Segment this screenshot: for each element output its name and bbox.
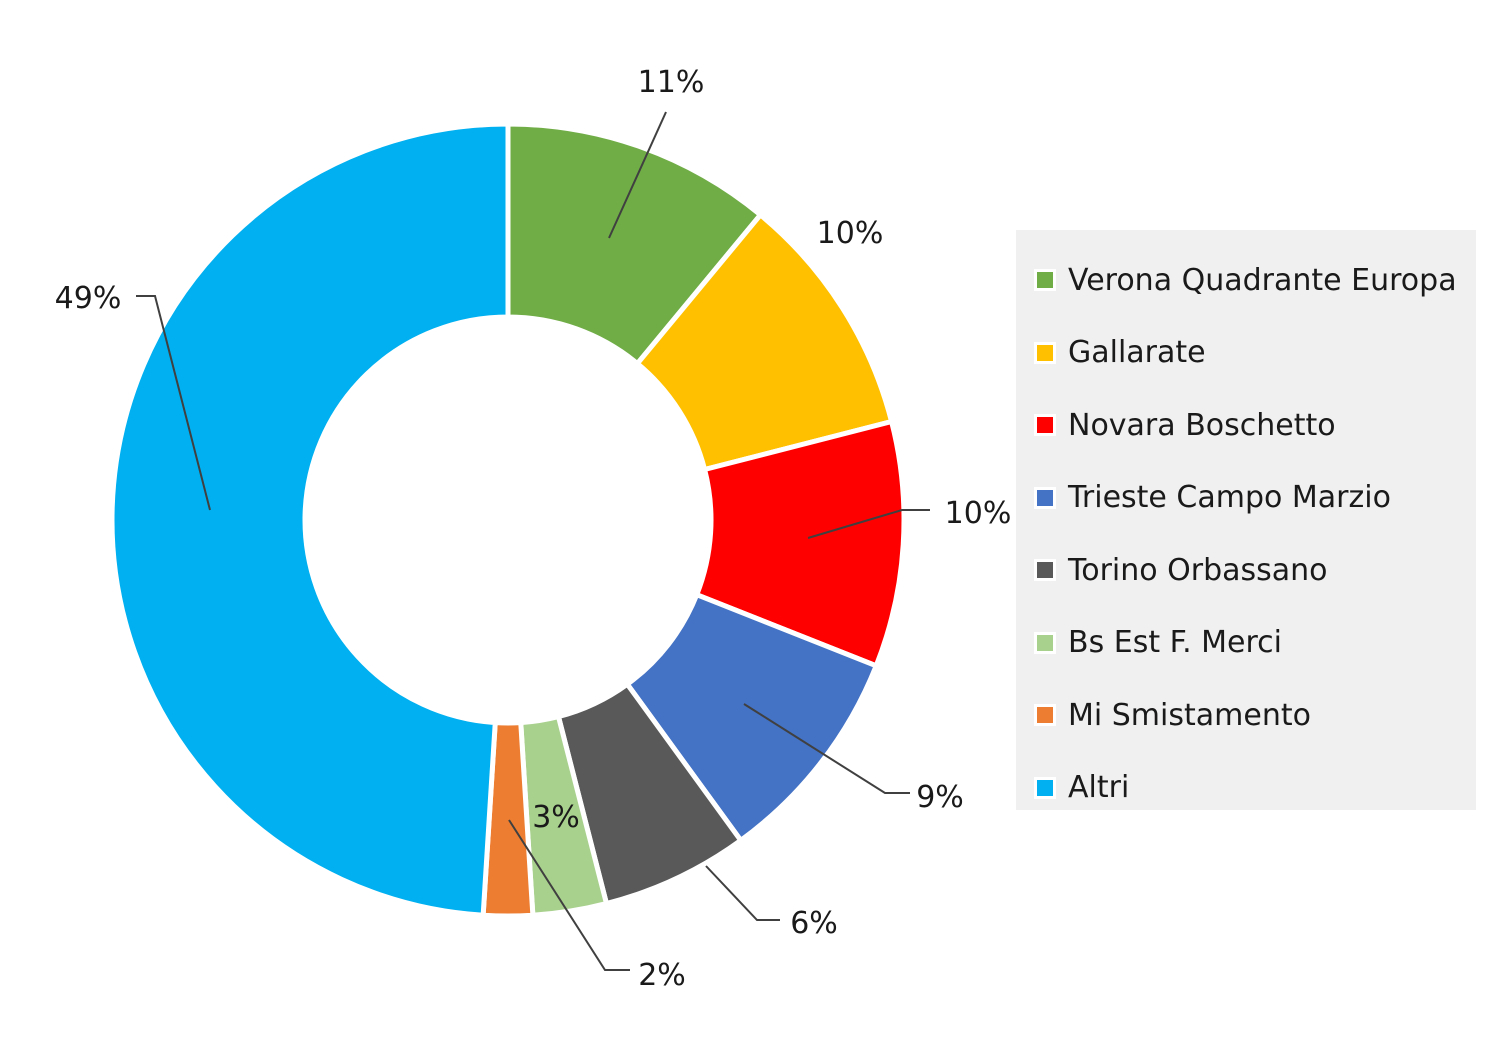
legend-label: Novara Boschetto [1068, 407, 1336, 443]
legend-label: Mi Smistamento [1068, 697, 1311, 733]
slice-novara-boschetto [693, 418, 907, 670]
legend-swatch [1034, 341, 1056, 364]
legend-swatch [1034, 631, 1056, 654]
leader-line [508, 819, 630, 971]
legend-swatch [1034, 776, 1056, 799]
legend: Verona Quadrante Europa Gallarate Novara B… [1016, 230, 1476, 810]
leader-line [743, 703, 910, 794]
legend-swatch [1034, 414, 1056, 437]
slice-gallarate [633, 211, 895, 473]
legend-label: Gallarate [1068, 335, 1206, 371]
legend-item: Novara Boschetto [1016, 389, 1476, 462]
legend-label: Torino Orbassano [1068, 552, 1328, 588]
data-label: 9% [916, 780, 964, 815]
data-label: 3% [532, 800, 580, 835]
data-label: 6% [790, 906, 838, 941]
leader-line [608, 111, 667, 239]
data-label: 49% [55, 281, 122, 316]
leader-line [705, 865, 780, 921]
legend-item: Gallarate [1016, 317, 1476, 390]
slice-verona-quadrante-europa [505, 121, 764, 368]
data-label: 11% [638, 65, 705, 100]
legend-item: Mi Smistamento [1016, 679, 1476, 752]
legend-item: Verona Quadrante Europa [1016, 244, 1476, 317]
leader-line [136, 295, 211, 511]
legend-item: Altri [1016, 752, 1476, 825]
legend-item: Trieste Campo Marzio [1016, 462, 1476, 535]
data-label: 10% [945, 496, 1012, 531]
legend-item: Torino Orbassano [1016, 534, 1476, 607]
data-label: 10% [817, 216, 884, 251]
legend-item: Bs Est F. Merci [1016, 607, 1476, 680]
slice-altri [109, 121, 511, 918]
legend-label: Verona Quadrante Europa [1068, 262, 1457, 298]
legend-swatch [1034, 559, 1056, 582]
legend-label: Bs Est F. Merci [1068, 625, 1282, 661]
legend-label: Altri [1068, 770, 1130, 806]
legend-swatch [1034, 704, 1056, 727]
leader-line [807, 509, 930, 539]
legend-swatch [1034, 486, 1056, 509]
legend-label: Trieste Campo Marzio [1068, 480, 1391, 516]
data-label: 2% [638, 958, 686, 993]
legend-swatch [1034, 269, 1056, 292]
